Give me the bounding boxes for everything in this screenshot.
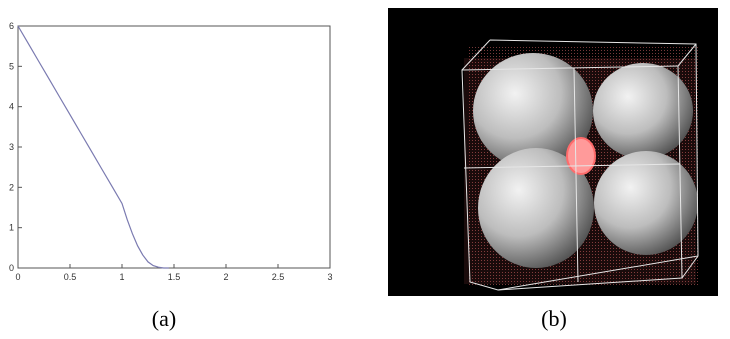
y-tick-label: 0 <box>9 263 14 273</box>
sphere-top-left <box>473 53 593 169</box>
y-tick-label: 6 <box>9 21 14 31</box>
sphere-bottom-left <box>478 148 594 268</box>
panel-b-render <box>388 8 718 296</box>
x-axis-ticks: 0 0.5 1 1.5 2 2.5 3 <box>15 264 333 282</box>
sphere-top-right <box>593 63 693 159</box>
x-tick-label: 2 <box>223 272 228 282</box>
series-line <box>17 25 169 269</box>
caption-a: (a) <box>151 306 177 331</box>
y-tick-label: 5 <box>9 61 14 71</box>
3d-render <box>461 39 699 291</box>
x-tick-label: 1.5 <box>168 272 181 282</box>
y-tick-label: 2 <box>9 182 14 192</box>
plot-area <box>17 25 331 269</box>
x-tick-label: 2.5 <box>272 272 285 282</box>
x-tick-label: 1 <box>119 272 124 282</box>
y-tick-label: 4 <box>9 102 14 112</box>
sphere-bottom-right <box>594 151 698 255</box>
plot-a: 0 0.5 1 1.5 2 2.5 3 0 1 2 3 4 5 6 <box>9 21 333 282</box>
wireframe-box <box>461 39 699 291</box>
center-droplet <box>566 137 596 175</box>
x-tick-label: 3 <box>327 272 332 282</box>
y-tick-label: 3 <box>9 142 14 152</box>
caption-b: (b) <box>541 306 567 331</box>
x-tick-label: 0 <box>15 272 20 282</box>
x-tick-label: 0.5 <box>64 272 77 282</box>
y-tick-label: 1 <box>9 223 14 233</box>
